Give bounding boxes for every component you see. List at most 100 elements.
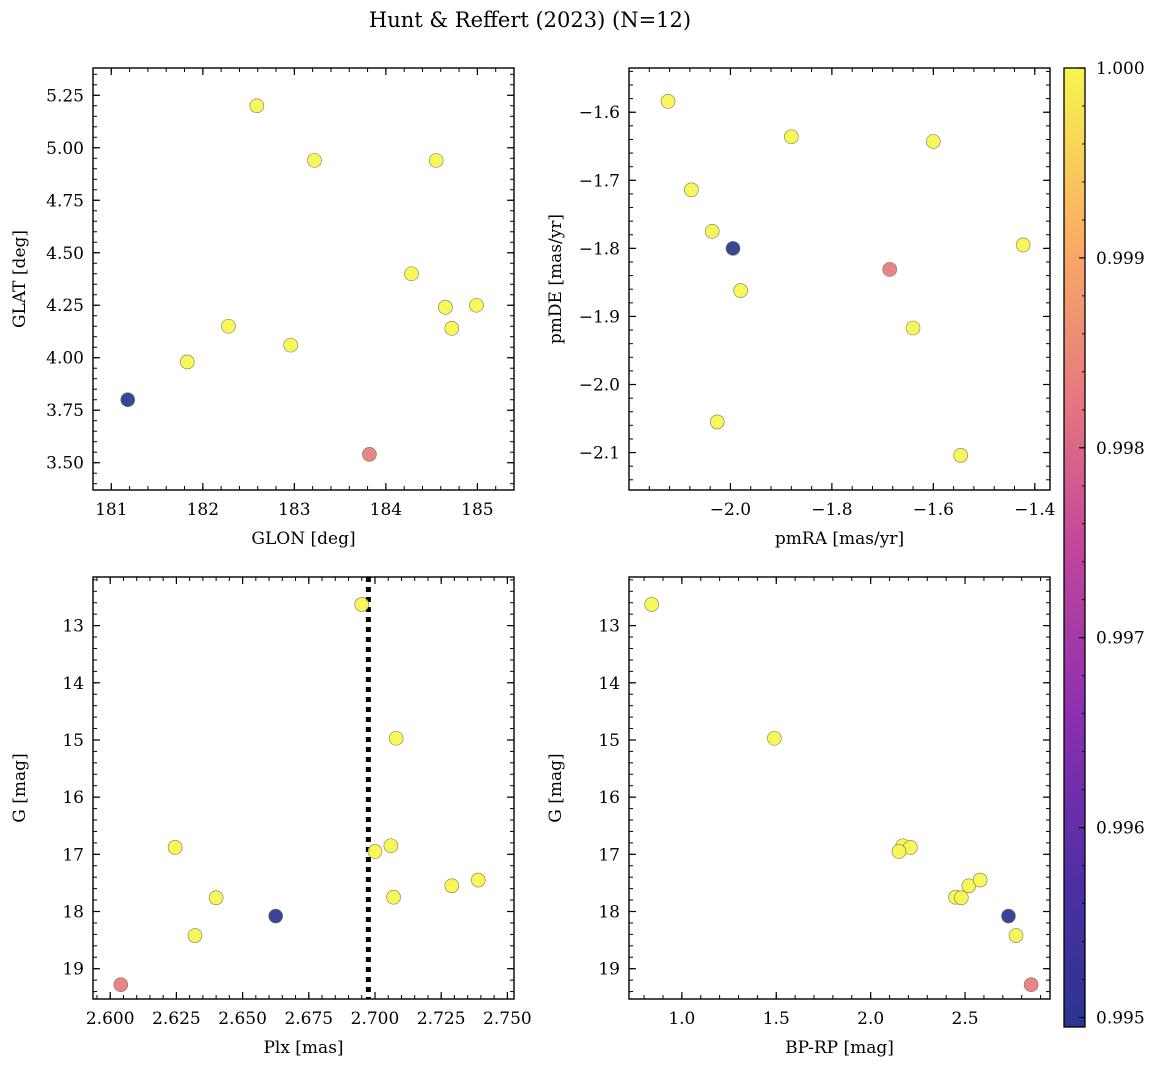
y-axis-label: G [mag] [546, 753, 566, 822]
data-point [167, 840, 183, 855]
y-tick-label: −2.1 [579, 444, 620, 464]
data-point [1008, 928, 1024, 943]
x-tick-label: 182 [187, 500, 219, 520]
colorbar-tick-label: 1.000 [1096, 59, 1145, 79]
data-point [1001, 908, 1016, 924]
x-tick-label: 2.750 [483, 1009, 532, 1029]
data-point [386, 889, 401, 905]
x-tick-label: −1.6 [913, 500, 954, 520]
axes-frame [628, 576, 1051, 1000]
colorbar-tick-label: 0.995 [1096, 1009, 1145, 1029]
y-tick-label: 13 [598, 617, 620, 637]
scatter-panel-2: −2.0 −1.8 −1.6 −1.4 −2.1 −2.0 −1.9 −1.8 −1.7 −1.6… [546, 67, 1055, 549]
y-tick-label: 3.75 [46, 401, 84, 421]
y-axis-label: pmDE [mas/yr] [546, 214, 566, 344]
y-tick-label: 19 [598, 960, 620, 980]
axes-frame [92, 67, 515, 491]
scatter-panel-1: 181 182 183 184 185 3.50 3.75 4.00 4.25 4.50 4.75 5… [10, 67, 515, 549]
data-point [660, 94, 676, 109]
data-point [307, 153, 322, 168]
data-point [283, 337, 298, 353]
x-axis-label: GLON [deg] [251, 529, 355, 549]
x-tick-label: 2.675 [284, 1009, 333, 1029]
data-point [926, 134, 941, 149]
x-tick-label: 2.600 [86, 1009, 135, 1029]
data-point [882, 262, 898, 277]
data-point [404, 266, 419, 282]
x-axis-label: BP-RP [mag] [785, 1038, 894, 1058]
data-point [362, 447, 377, 462]
data-point [953, 447, 969, 463]
x-tick-label: 2.650 [218, 1009, 267, 1029]
x-tick-label: 184 [370, 500, 402, 520]
x-tick-label: −1.8 [811, 500, 852, 520]
y-tick-label: 19 [62, 960, 84, 980]
data-point [972, 872, 988, 888]
data-point [388, 730, 404, 746]
x-tick-label: 185 [461, 500, 493, 520]
data-point [644, 597, 659, 612]
data-point [444, 321, 460, 336]
data-point [684, 182, 699, 198]
y-tick-label: −1.9 [579, 307, 620, 327]
x-tick-label: 2.0 [857, 1009, 884, 1029]
y-tick-label: 17 [62, 845, 84, 865]
colorbar-gradient [1063, 67, 1086, 1028]
y-tick-label: 14 [598, 674, 620, 694]
y-tick-label: 17 [598, 845, 620, 865]
y-tick-label: 18 [598, 903, 620, 923]
x-tick-label: −1.4 [1014, 500, 1055, 520]
data-point [444, 878, 460, 894]
scatter-panel-3: 2.600 2.625 2.650 2.675 2.700 2.725 2.750 13 14 1… [10, 576, 532, 1058]
y-tick-label: 5.00 [46, 139, 84, 159]
colorbar-tick-label: 0.996 [1096, 819, 1145, 839]
y-tick-label: 14 [62, 674, 84, 694]
data-point [709, 414, 725, 430]
data-point [428, 153, 444, 168]
data-point [383, 838, 399, 854]
data-point [120, 392, 136, 408]
x-tick-label: 2.5 [952, 1009, 979, 1029]
data-point [179, 354, 195, 370]
data-point [221, 318, 236, 334]
data-point [725, 241, 741, 256]
x-tick-label: 1.5 [763, 1009, 790, 1029]
axes-frame [92, 576, 515, 1000]
data-point [354, 597, 370, 612]
y-tick-label: −1.7 [579, 171, 620, 191]
x-tick-label: 2.700 [351, 1009, 400, 1029]
y-axis-label: G [mag] [10, 753, 30, 822]
data-point [1023, 977, 1039, 993]
y-tick-label: 4.50 [46, 244, 84, 264]
data-point [704, 224, 720, 239]
y-tick-label: −1.8 [579, 239, 620, 259]
y-axis-label: GLAT [deg] [10, 230, 30, 328]
data-point [208, 890, 224, 906]
data-point [784, 129, 799, 145]
x-axis-label: pmRA [mas/yr] [775, 529, 904, 549]
data-point [733, 283, 748, 298]
y-tick-label: 15 [62, 731, 84, 751]
data-point [268, 908, 283, 924]
x-tick-label: 183 [278, 500, 310, 520]
y-tick-label: 18 [62, 903, 84, 923]
y-tick-label: 4.00 [46, 349, 84, 369]
x-tick-label: 1.0 [668, 1009, 695, 1029]
colorbar: 0.995 0.996 0.997 0.998 0.999 1.000 [1063, 59, 1145, 1029]
data-point [469, 297, 484, 313]
data-point [367, 844, 383, 859]
axes-frame [628, 67, 1051, 491]
y-tick-label: 13 [62, 617, 84, 637]
x-tick-label: 2.725 [417, 1009, 466, 1029]
x-tick-label: −2.0 [710, 500, 751, 520]
data-point [438, 300, 453, 315]
data-point [187, 928, 203, 943]
colorbar-tick-label: 0.997 [1096, 629, 1145, 649]
data-point [1015, 237, 1031, 253]
x-tick-label: 181 [95, 500, 127, 520]
y-tick-label: 4.25 [46, 296, 84, 316]
y-tick-label: 15 [598, 731, 620, 751]
colorbar-tick-label: 0.998 [1096, 439, 1145, 459]
figure-title: Hunt & Reffert (2023) (N=12) [369, 8, 691, 32]
